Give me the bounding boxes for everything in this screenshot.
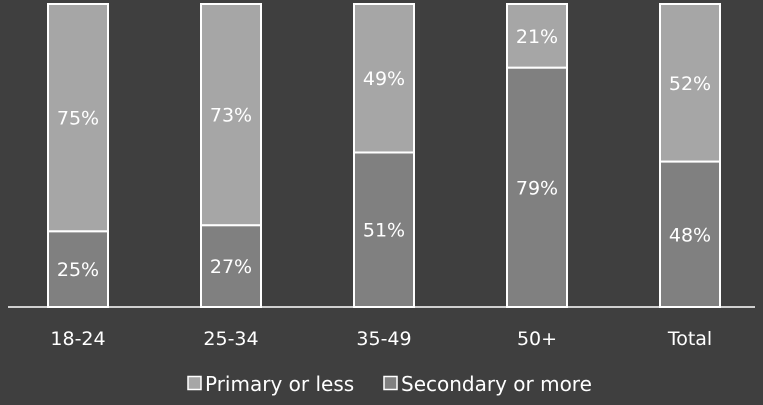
data-label-secondary-or-more-50: 79% [516,177,558,199]
data-label-secondary-or-more-35-49: 51% [363,220,405,242]
bar-primary-or-less-25-34 [200,3,262,227]
data-label-primary-or-less-25-34: 73% [210,105,252,127]
bar-primary-or-less-50 [506,3,568,69]
legend-item-primary-or-less: Primary or less [187,372,354,396]
data-label-primary-or-less-35-49: 49% [363,68,405,90]
bar-primary-or-less-18-24 [47,3,109,233]
bar-primary-or-less-total [659,3,721,163]
legend-item-secondary-or-more: Secondary or more [383,372,592,396]
legend-label-secondary-or-more: Secondary or more [401,372,592,396]
bar-secondary-or-more-18-24 [47,230,109,308]
category-labels: 18-24 25-34 35-49 50+ Total [50,328,712,350]
legend-swatch-primary-or-less [187,375,202,391]
data-label-secondary-or-more-total: 48% [669,224,711,246]
x-tick-label-35-49: 35-49 [356,328,411,350]
x-tick-label-25-34: 25-34 [203,328,258,350]
legend-label-primary-or-less: Primary or less [205,372,354,396]
x-tick-label-50: 50+ [517,328,557,350]
bars-group: 25% 75% 27% 73% 51% 49% 79% 21% 48% 52% [47,3,721,308]
data-label-primary-or-less-total: 52% [669,73,711,95]
x-tick-label-18-24: 18-24 [50,328,105,350]
data-label-secondary-or-more-25-34: 27% [210,256,252,278]
data-label-primary-or-less-50: 21% [516,26,558,48]
data-label-primary-or-less-18-24: 75% [57,108,99,130]
data-label-secondary-or-more-18-24: 25% [57,259,99,281]
x-tick-label-total: Total [667,328,712,350]
legend-swatch-secondary-or-more [383,375,398,391]
bar-primary-or-less-35-49 [353,3,415,154]
legend: Primary or less Secondary or more [187,372,592,396]
